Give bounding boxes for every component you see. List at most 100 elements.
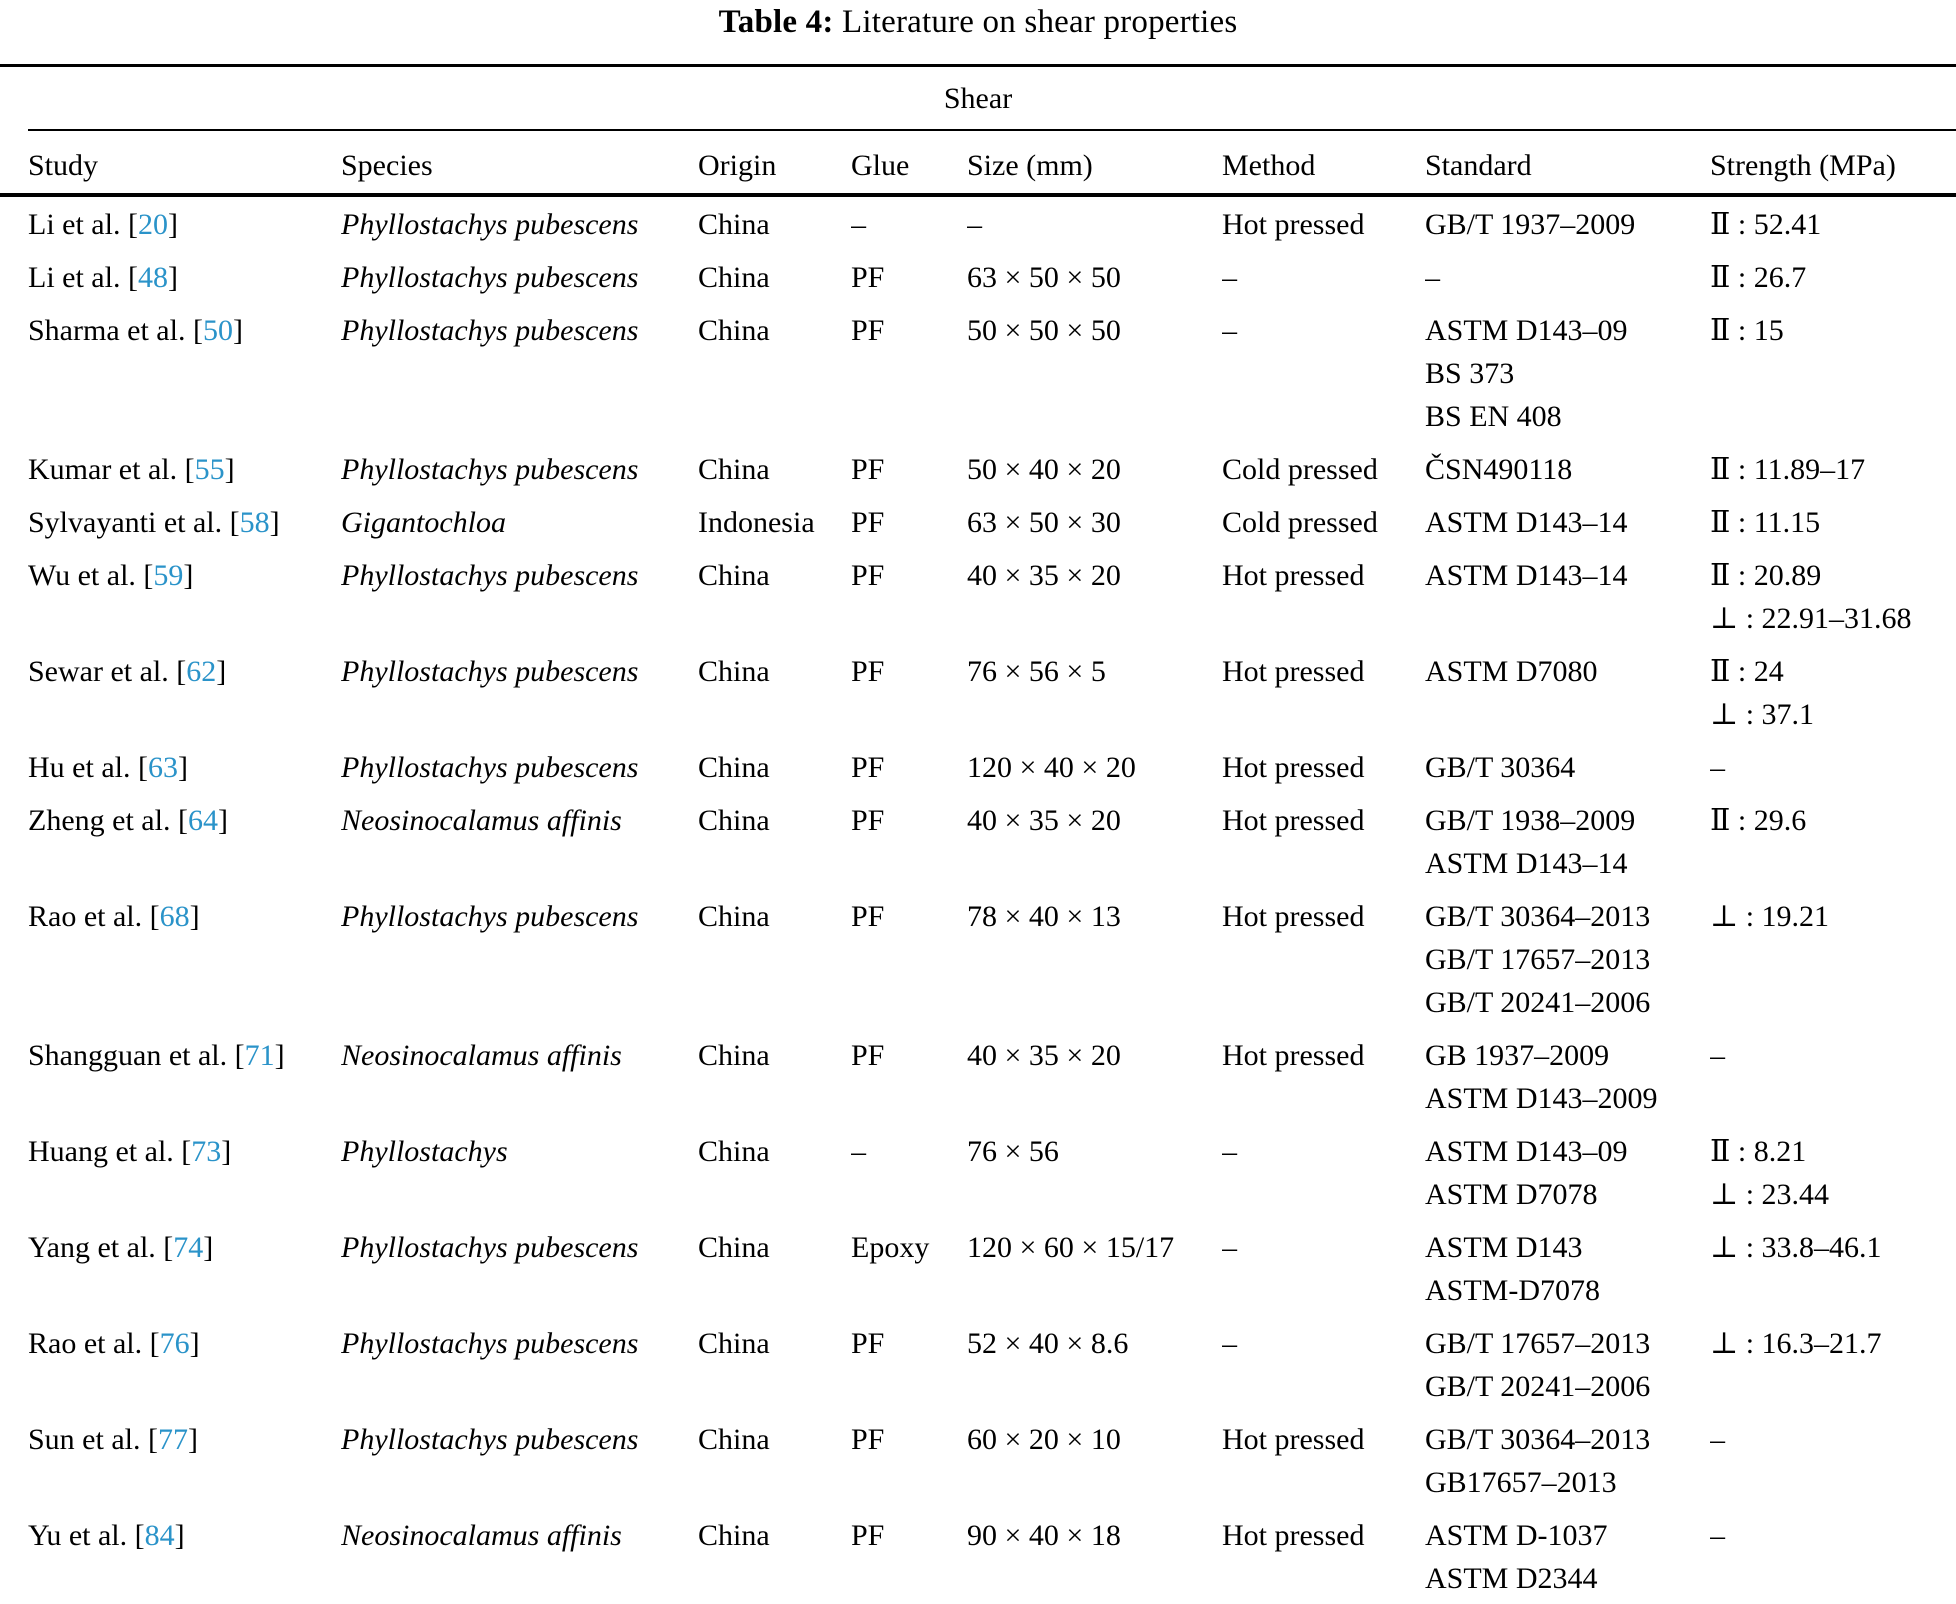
species-cell: Phyllostachys pubescens [341, 208, 639, 241]
citation-bracket-close: ] [217, 804, 228, 837]
citation-bracket-close: ] [269, 506, 280, 539]
strength-line: ⊥ : 33.8–46.1 [1710, 1231, 1882, 1264]
citation-ref[interactable]: 50 [202, 314, 233, 347]
origin-cell: China [698, 261, 770, 294]
citation-ref[interactable]: 62 [186, 655, 217, 688]
group-header-row: Shear [0, 66, 1956, 130]
size-cell: 78 × 40 × 13 [967, 900, 1121, 933]
citation-ref[interactable]: 55 [194, 453, 225, 486]
citation-ref[interactable]: 73 [191, 1135, 222, 1168]
strength-cell: ⊥ : 33.8–46.1 [1710, 1220, 1956, 1316]
table-row: Sylvayanti et al. [58] Gigantochloa Indo… [0, 495, 1956, 548]
table-row: Shangguan et al. [71] Neosinocalamus aff… [0, 1028, 1956, 1124]
strength-line: ⊥ : 16.3–21.7 [1710, 1327, 1882, 1360]
column-header-standard: Standard [1425, 131, 1710, 197]
standard-cell: GB/T 1938–2009 ASTM D143–14 [1425, 793, 1710, 889]
citation-bracket-close: ] [174, 1519, 185, 1552]
citation-bracket-open: [ [229, 506, 240, 539]
citation-ref[interactable]: 59 [153, 559, 184, 592]
group-header-shear: Shear [943, 82, 1013, 115]
citation-bracket-open: [ [177, 804, 188, 837]
study-cell: Wu et al. [59] [0, 548, 341, 644]
glue-cell: Epoxy [851, 1231, 930, 1264]
standard-cell: ASTM D143–14 [1425, 548, 1710, 644]
citation-ref[interactable]: 76 [159, 1327, 190, 1360]
citation-ref[interactable]: 64 [187, 804, 218, 837]
strength-line: – [1710, 1423, 1725, 1456]
glue-cell: PF [851, 559, 885, 592]
table-body: Li et al. [20] Phyllostachys pubescens C… [0, 195, 1956, 1604]
method-cell: Cold pressed [1222, 506, 1378, 539]
origin-cell: China [698, 900, 770, 933]
strength-line: Ⅱ : 8.21 [1710, 1135, 1807, 1168]
glue-cell: PF [851, 1423, 885, 1456]
species-cell: Neosinocalamus affinis [341, 804, 622, 837]
citation-bracket-close: ] [177, 751, 188, 784]
species-cell: Phyllostachys pubescens [341, 1423, 639, 1456]
method-cell: Hot pressed [1222, 900, 1365, 933]
group-header-rule [28, 129, 1956, 131]
study-cell: Sharma et al. [50] [0, 303, 341, 442]
citation-ref[interactable]: 71 [244, 1039, 275, 1072]
citation-bracket-open: [ [149, 900, 160, 933]
origin-cell: China [698, 751, 770, 784]
citation-bracket-close: ] [189, 900, 200, 933]
citation-ref[interactable]: 48 [137, 261, 168, 294]
strength-cell: ⊥ : 19.21 [1710, 889, 1956, 1028]
study-name: Sylvayanti et al. [28, 506, 223, 539]
standard-line: ASTM D143–14 [1425, 559, 1628, 592]
study-name: Yang et al. [28, 1231, 156, 1264]
citation-ref[interactable]: 84 [144, 1519, 175, 1552]
study-name: Shangguan et al. [28, 1039, 228, 1072]
method-cell: – [1222, 261, 1237, 294]
citation-ref[interactable]: 77 [158, 1423, 188, 1456]
table-row: Wu et al. [59] Phyllostachys pubescens C… [0, 548, 1956, 644]
size-cell: 40 × 35 × 20 [967, 804, 1121, 837]
size-cell: 40 × 35 × 20 [967, 1039, 1121, 1072]
strength-cell: – [1710, 1028, 1956, 1124]
citation-ref[interactable]: 63 [147, 751, 178, 784]
method-cell: – [1222, 1135, 1237, 1168]
study-name: Rao et al. [28, 900, 143, 933]
study-cell: Yang et al. [74] [0, 1220, 341, 1316]
strength-cell: Ⅱ : 15 [1710, 303, 1956, 442]
strength-line: ⊥ : 23.44 [1710, 1178, 1830, 1211]
size-cell: 50 × 50 × 50 [967, 314, 1121, 347]
citation-bracket-close: ] [167, 261, 178, 294]
species-cell: Phyllostachys pubescens [341, 314, 639, 347]
column-header-method: Method [1222, 131, 1425, 197]
group-header-rule-row [0, 129, 1956, 131]
method-cell: – [1222, 314, 1237, 347]
citation-bracket-open: [ [176, 655, 187, 688]
table-caption-label: Table 4: [718, 4, 834, 40]
citation-ref[interactable]: 58 [239, 506, 270, 539]
standard-cell: GB/T 1937–2009 [1425, 195, 1710, 250]
standard-line: GB/T 30364–2013 [1425, 900, 1651, 933]
strength-cell: Ⅱ : 24 ⊥ : 37.1 [1710, 644, 1956, 740]
table-row: Huang et al. [73] Phyllostachys China – … [0, 1124, 1956, 1220]
citation-ref[interactable]: 20 [137, 208, 168, 241]
literature-table: Shear Study Species Origin Glue Size (mm… [0, 64, 1956, 1604]
citation-ref[interactable]: 68 [159, 900, 190, 933]
standard-line: GB/T 1938–2009 [1425, 804, 1636, 837]
study-cell: Sylvayanti et al. [58] [0, 495, 341, 548]
study-cell: Sun et al. [77] [0, 1412, 341, 1508]
size-cell: 90 × 40 × 18 [967, 1519, 1121, 1552]
standard-line: ASTM D7080 [1425, 655, 1598, 688]
species-cell: Neosinocalamus affinis [341, 1039, 622, 1072]
study-cell: Li et al. [20] [0, 195, 341, 250]
standard-line: GB/T 20241–2006 [1425, 986, 1651, 1019]
study-cell: Hu et al. [63] [0, 740, 341, 793]
glue-cell: PF [851, 506, 885, 539]
strength-line: Ⅱ : 11.15 [1710, 506, 1821, 539]
citation-ref[interactable]: 74 [173, 1231, 204, 1264]
species-cell: Phyllostachys pubescens [341, 453, 639, 486]
standard-cell: GB 1937–2009 ASTM D143–2009 [1425, 1028, 1710, 1124]
standard-cell: ASTM D7080 [1425, 644, 1710, 740]
strength-cell: ⊥ : 16.3–21.7 [1710, 1316, 1956, 1412]
size-cell: 63 × 50 × 30 [967, 506, 1121, 539]
species-cell: Phyllostachys pubescens [341, 751, 639, 784]
citation-bracket-open: [ [127, 261, 138, 294]
column-header-study: Study [0, 131, 341, 197]
origin-cell: China [698, 559, 770, 592]
